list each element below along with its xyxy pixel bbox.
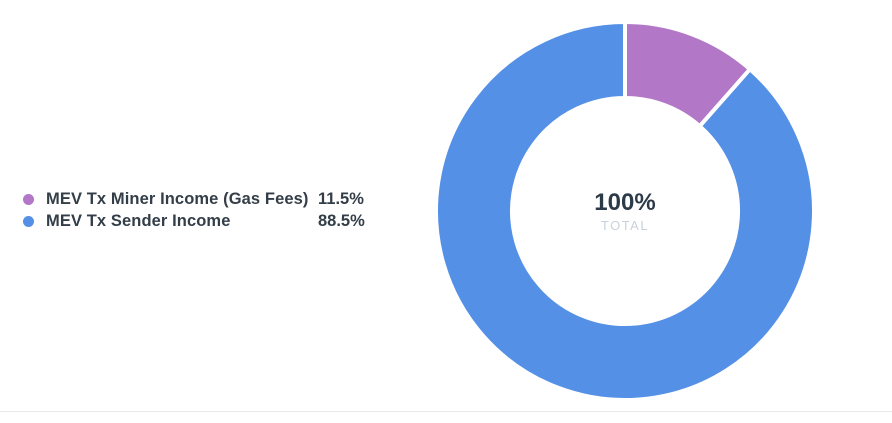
- legend-item-mev-tx-sender-income[interactable]: MEV Tx Sender Income 88.5%: [23, 210, 365, 232]
- legend-label: MEV Tx Miner Income (Gas Fees): [46, 189, 309, 208]
- legend-label: MEV Tx Sender Income: [46, 211, 231, 230]
- legend-swatch-sender-income: [23, 215, 34, 227]
- chart-legend: MEV Tx Miner Income (Gas Fees) 11.5% MEV…: [23, 188, 365, 232]
- legend-value: 88.5%: [318, 211, 365, 230]
- legend-value: 11.5%: [318, 189, 364, 208]
- donut-chart: 100% TOTAL: [415, 1, 835, 421]
- bottom-divider: [0, 411, 892, 412]
- pie-slice-mev-tx-sender-income[interactable]: [434, 19, 816, 402]
- legend-swatch-miner-income: [23, 193, 34, 205]
- donut-chart-svg: [434, 19, 816, 402]
- legend-item-mev-tx-miner-income[interactable]: MEV Tx Miner Income (Gas Fees) 11.5%: [23, 188, 365, 210]
